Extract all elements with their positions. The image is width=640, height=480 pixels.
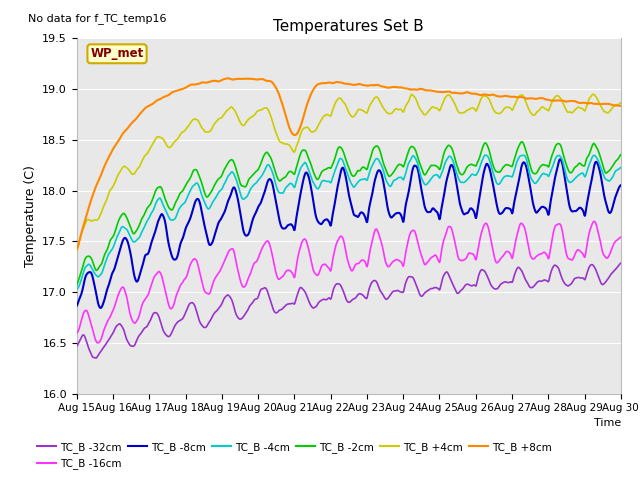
Text: Time: Time [593, 419, 621, 429]
Title: Temperatures Set B: Temperatures Set B [273, 20, 424, 35]
Y-axis label: Temperature (C): Temperature (C) [24, 165, 36, 267]
Text: WP_met: WP_met [90, 47, 143, 60]
Text: No data for f_TC_temp16: No data for f_TC_temp16 [28, 13, 166, 24]
Legend: TC_B -32cm, TC_B -16cm, TC_B -8cm, TC_B -4cm, TC_B -2cm, TC_B +4cm, TC_B +8cm: TC_B -32cm, TC_B -16cm, TC_B -8cm, TC_B … [33, 438, 556, 473]
